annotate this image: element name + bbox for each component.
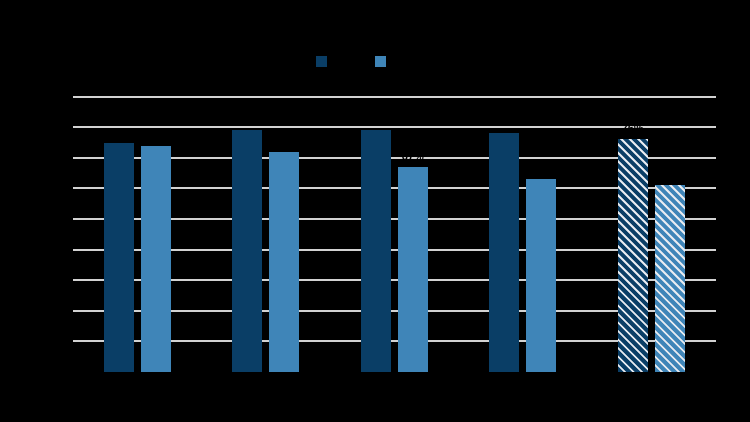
bar-value-label: 79%: [364, 114, 387, 127]
gridline: [73, 126, 716, 129]
bar-light: [141, 145, 171, 372]
bar-value-label: 74%: [144, 129, 168, 142]
category-label: [469, 378, 579, 394]
legend-swatch-dark-series-icon: [316, 56, 327, 67]
y-axis-tick-label: 90: [54, 90, 67, 103]
y-axis-tick-label: 70: [54, 151, 67, 164]
gridline: [73, 95, 716, 98]
y-axis-tick-label: 40: [54, 243, 67, 256]
category-label: [212, 378, 322, 394]
gridline: [73, 340, 716, 343]
bar-dark: [489, 133, 520, 372]
y-axis-tick-label: 10: [54, 335, 67, 348]
gridline: [73, 309, 716, 312]
bar-value-label: 76%: [621, 123, 644, 136]
gridline: [73, 248, 716, 251]
gridline: [73, 279, 716, 282]
y-axis-tick-label: 30: [54, 274, 67, 287]
bar-value-label: 72%: [273, 135, 296, 148]
category-label: [84, 378, 194, 394]
y-axis-tick-label: 50: [54, 213, 67, 225]
bar-dark: [360, 130, 391, 372]
bar-dark: [232, 130, 263, 372]
bar-value-label: 78%: [493, 117, 516, 130]
bar-value-label: 63%: [530, 163, 553, 176]
bar-light: [269, 151, 300, 372]
bar-dark: [104, 142, 134, 372]
gridline: [73, 218, 716, 220]
y-axis-tick-label: 60: [54, 182, 67, 195]
y-axis-tick-label: 80: [54, 121, 67, 134]
bar-value-label: 67%: [401, 150, 424, 163]
gridline: [73, 156, 716, 159]
bar-light: [397, 166, 428, 372]
category-label: [598, 378, 708, 394]
bar-value-label: 61%: [658, 169, 681, 182]
bar-value-label: 79%: [236, 114, 259, 127]
gridline: [73, 187, 716, 190]
legend-swatch-light-series-icon: [375, 56, 386, 67]
bar-dark-hatched: [617, 139, 648, 372]
category-label: [341, 378, 451, 394]
bar-light: [526, 179, 557, 372]
y-axis-tick-label: 20: [54, 304, 67, 317]
bar-value-label: 75%: [107, 126, 131, 139]
bar-light-hatched: [654, 185, 685, 372]
